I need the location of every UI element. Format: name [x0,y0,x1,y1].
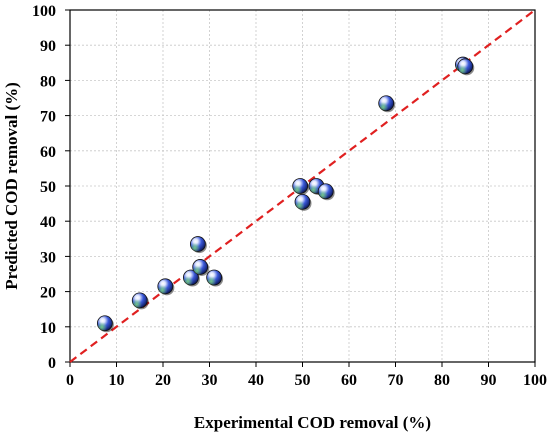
y-tick-label: 90 [40,38,56,55]
data-point [378,95,396,113]
data-point [457,58,475,76]
data-points [96,56,475,333]
x-tick-label: 50 [295,372,311,389]
data-point-highlight [292,178,308,194]
data-point [206,269,224,287]
x-tick-label: 80 [434,372,450,389]
data-point [157,278,175,296]
y-tick-label: 40 [40,214,56,231]
y-tick-label: 100 [32,3,56,20]
x-tick-label: 40 [248,372,264,389]
data-point [96,315,114,333]
data-point [292,178,310,195]
data-point-highlight [183,270,199,286]
data-point [308,178,326,195]
data-point-highlight [97,315,113,331]
data-point-highlight [157,278,173,294]
y-tick-label: 0 [48,355,56,372]
x-tick-label: 10 [109,372,125,389]
data-point-highlight [318,183,334,199]
x-tick-label: 70 [388,372,404,389]
y-tick-label: 70 [40,109,56,126]
axes: 0 10 20 30 40 50 60 70 80 90 100 0 10 20 30 40 50 60 70 80 9… [32,3,547,389]
data-point-highlight [206,270,222,286]
y-tick-label: 50 [40,179,56,196]
y-tick-label: 20 [40,285,56,302]
y-axis-title: Predicted COD removal (%) [2,82,21,290]
y-tick-label: 60 [40,144,56,161]
x-tick-label: 100 [523,372,547,389]
x-tick-label: 60 [341,372,357,389]
y-tick-label: 80 [40,73,56,90]
data-point-highlight [378,95,394,111]
data-point-highlight [457,58,473,74]
data-point-highlight [190,236,206,252]
data-point [189,236,207,254]
data-point [131,292,149,310]
x-tick-label: 90 [481,372,497,389]
y-tick-label: 10 [40,320,56,337]
x-tick-label: 0 [66,372,74,389]
grid [70,10,535,362]
data-point-highlight [295,194,310,210]
x-tick-label: 30 [202,372,218,389]
x-axis-title: Experimental COD removal (%) [194,413,431,432]
data-point-highlight [132,292,148,308]
plot-frame [69,9,536,363]
data-point-highlight [192,259,208,275]
data-point [192,259,210,276]
data-point [294,193,312,211]
data-point [317,183,335,201]
y-tick-label: 30 [40,249,56,266]
data-point [182,269,200,287]
x-tick-label: 20 [155,372,171,389]
